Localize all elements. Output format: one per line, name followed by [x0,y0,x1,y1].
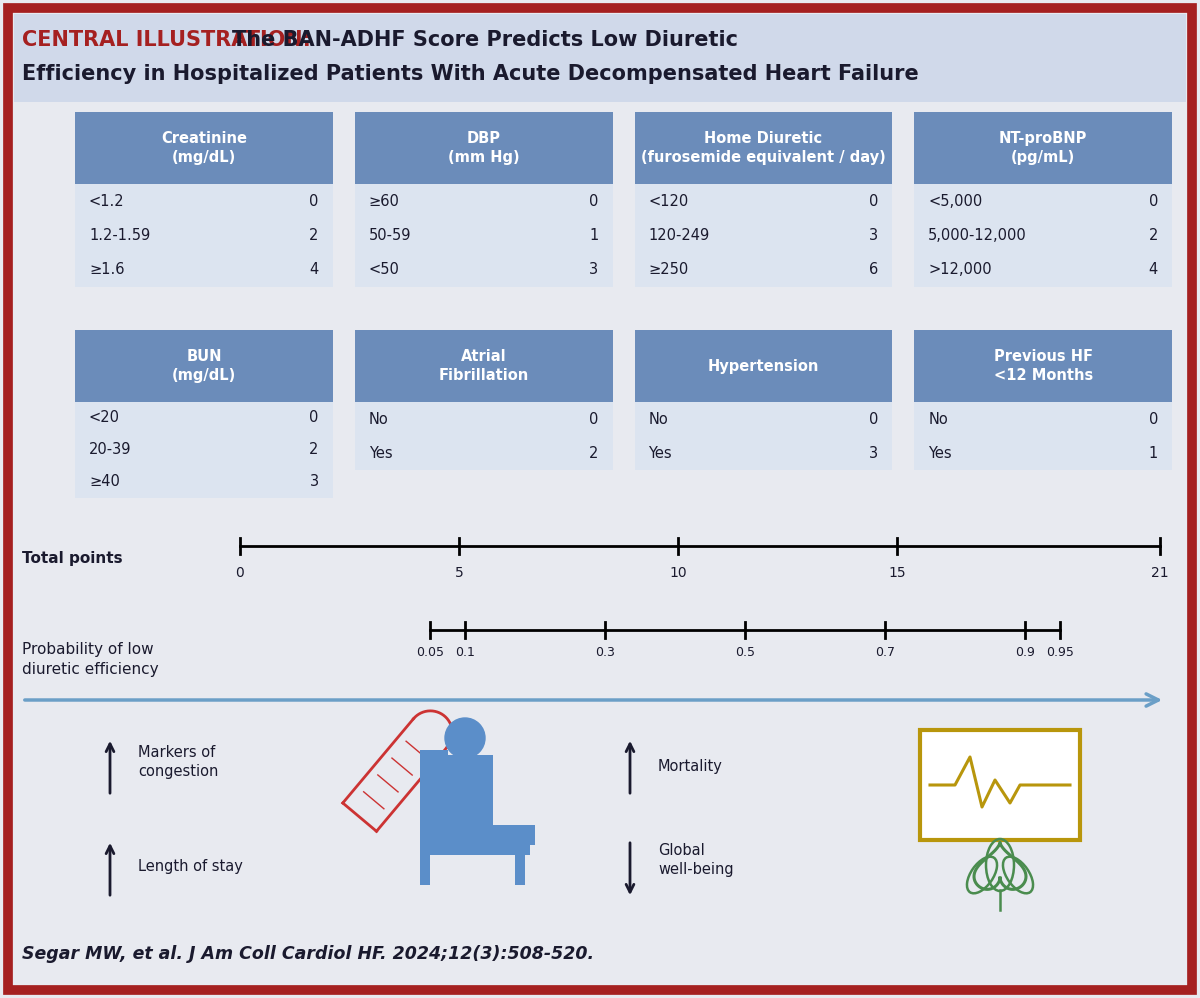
Text: 0.1: 0.1 [455,646,475,659]
Text: 2: 2 [1148,228,1158,243]
Text: 4: 4 [310,262,319,277]
Text: 0: 0 [589,411,599,426]
Text: 0: 0 [1148,411,1158,426]
FancyBboxPatch shape [914,184,1172,287]
Text: 2: 2 [310,228,319,243]
Text: ≥60: ≥60 [368,194,400,209]
Text: Atrial
Fibrillation: Atrial Fibrillation [438,349,529,383]
Text: 0.9: 0.9 [1015,646,1034,659]
Text: Creatinine
(mg/dL): Creatinine (mg/dL) [161,131,247,165]
Text: Hypertension: Hypertension [708,358,820,373]
Text: 2: 2 [310,442,319,457]
Text: ≥250: ≥250 [648,262,689,277]
Text: The BAN-ADHF Score Predicts Low Diuretic: The BAN-ADHF Score Predicts Low Diuretic [232,30,738,50]
Text: Efficiency in Hospitalized Patients With Acute Decompensated Heart Failure: Efficiency in Hospitalized Patients With… [22,64,919,84]
Text: <50: <50 [368,262,400,277]
Text: No: No [648,411,668,426]
Text: <20: <20 [89,410,120,425]
Text: 0: 0 [1148,194,1158,209]
Text: ≥1.6: ≥1.6 [89,262,125,277]
Text: Yes: Yes [368,445,392,460]
Text: BUN
(mg/dL): BUN (mg/dL) [172,349,236,383]
FancyBboxPatch shape [635,184,893,287]
Text: 21: 21 [1151,566,1169,580]
Text: 0: 0 [869,194,878,209]
FancyBboxPatch shape [355,330,612,402]
Text: 0: 0 [235,566,245,580]
Text: 0: 0 [589,194,599,209]
Text: 5,000-12,000: 5,000-12,000 [929,228,1027,243]
FancyBboxPatch shape [74,330,332,402]
Text: Markers of
congestion: Markers of congestion [138,745,218,779]
Text: 3: 3 [869,228,878,243]
Text: 1: 1 [1148,445,1158,460]
Text: 3: 3 [310,474,319,489]
Text: 3: 3 [869,445,878,460]
Text: 50-59: 50-59 [368,228,412,243]
FancyBboxPatch shape [420,750,448,830]
Text: Yes: Yes [929,445,952,460]
FancyBboxPatch shape [914,402,1172,470]
Text: ≥40: ≥40 [89,474,120,489]
Text: 0.95: 0.95 [1046,646,1074,659]
FancyBboxPatch shape [420,855,430,885]
Text: DBP
(mm Hg): DBP (mm Hg) [448,131,520,165]
FancyBboxPatch shape [355,112,612,184]
Text: 0.5: 0.5 [734,646,755,659]
Text: Global
well-being: Global well-being [658,842,733,877]
Text: Yes: Yes [648,445,672,460]
FancyBboxPatch shape [420,830,530,855]
FancyBboxPatch shape [74,184,332,287]
Text: CENTRAL ILLUSTRATION:: CENTRAL ILLUSTRATION: [22,30,311,50]
FancyBboxPatch shape [914,112,1172,184]
Text: Previous HF
<12 Months: Previous HF <12 Months [994,349,1093,383]
FancyBboxPatch shape [635,402,893,470]
Text: No: No [368,411,389,426]
Text: 5: 5 [455,566,463,580]
FancyBboxPatch shape [355,402,612,470]
Text: <1.2: <1.2 [89,194,125,209]
FancyBboxPatch shape [74,112,332,184]
Text: 10: 10 [670,566,686,580]
Text: 0.7: 0.7 [875,646,895,659]
Text: Segar MW, et al. J Am Coll Cardiol HF. 2024;12(3):508-520.: Segar MW, et al. J Am Coll Cardiol HF. 2… [22,945,594,963]
Text: <5,000: <5,000 [929,194,983,209]
FancyBboxPatch shape [74,402,332,498]
FancyBboxPatch shape [480,825,535,845]
Text: 0: 0 [869,411,878,426]
Text: 0: 0 [310,194,319,209]
Text: 2: 2 [589,445,599,460]
Text: Length of stay: Length of stay [138,858,242,873]
Text: 120-249: 120-249 [648,228,709,243]
FancyBboxPatch shape [355,184,612,287]
FancyBboxPatch shape [14,14,1186,102]
Text: >12,000: >12,000 [929,262,992,277]
Text: 0: 0 [310,410,319,425]
Text: Probability of low
diuretic efficiency: Probability of low diuretic efficiency [22,642,158,677]
FancyBboxPatch shape [8,8,1192,990]
Text: 20-39: 20-39 [89,442,132,457]
Text: 1: 1 [589,228,599,243]
FancyBboxPatch shape [635,112,893,184]
Text: 15: 15 [888,566,906,580]
FancyBboxPatch shape [920,730,1080,840]
Text: NT-proBNP
(pg/mL): NT-proBNP (pg/mL) [998,131,1087,165]
Text: 6: 6 [869,262,878,277]
Text: Total points: Total points [22,551,122,566]
Text: <120: <120 [648,194,689,209]
Text: 0.3: 0.3 [595,646,614,659]
Text: Mortality: Mortality [658,758,722,773]
Text: 0.05: 0.05 [416,646,444,659]
FancyBboxPatch shape [515,855,526,885]
Text: 1.2-1.59: 1.2-1.59 [89,228,150,243]
FancyBboxPatch shape [438,755,493,830]
Circle shape [445,718,485,758]
Text: 4: 4 [1148,262,1158,277]
Text: 3: 3 [589,262,599,277]
Text: Home Diuretic
(furosemide equivalent / day): Home Diuretic (furosemide equivalent / d… [641,131,886,165]
FancyBboxPatch shape [635,330,893,402]
Text: No: No [929,411,948,426]
FancyBboxPatch shape [914,330,1172,402]
